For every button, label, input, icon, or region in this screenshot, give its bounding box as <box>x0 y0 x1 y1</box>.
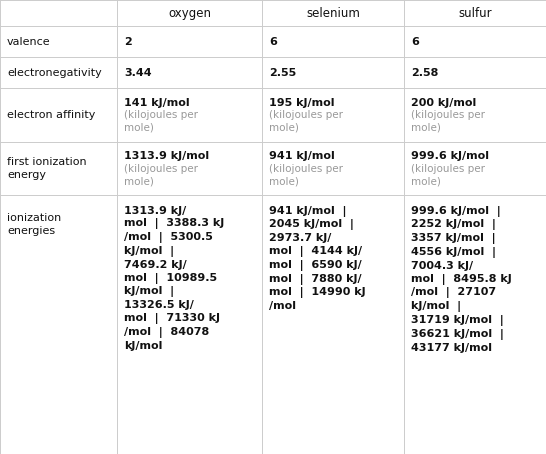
Text: (kilojoules per
mole): (kilojoules per mole) <box>124 110 199 133</box>
Text: (kilojoules per
mole): (kilojoules per mole) <box>411 110 485 133</box>
Text: (kilojoules per
mole): (kilojoules per mole) <box>269 110 343 133</box>
Text: 941 kJ/mol: 941 kJ/mol <box>269 151 335 161</box>
Text: 1313.9 kJ/
mol  |  3388.3 kJ
/mol  |  5300.5
kJ/mol  |
7469.2 kJ/
mol  |  10989.: 1313.9 kJ/ mol | 3388.3 kJ /mol | 5300.5… <box>124 206 225 350</box>
Text: sulfur: sulfur <box>458 7 492 20</box>
Text: electron affinity: electron affinity <box>7 110 96 120</box>
Text: electronegativity: electronegativity <box>7 68 102 78</box>
Text: 195 kJ/mol: 195 kJ/mol <box>269 98 335 108</box>
Text: 1313.9 kJ/mol: 1313.9 kJ/mol <box>124 151 210 161</box>
Text: 999.6 kJ/mol  |
2252 kJ/mol  |
3357 kJ/mol  |
4556 kJ/mol  |
7004.3 kJ/
mol  |  : 999.6 kJ/mol | 2252 kJ/mol | 3357 kJ/mol… <box>411 206 512 353</box>
Text: 2.58: 2.58 <box>411 68 438 78</box>
Text: (kilojoules per
mole): (kilojoules per mole) <box>411 163 485 186</box>
Text: valence: valence <box>7 37 51 47</box>
Text: 2: 2 <box>124 37 132 47</box>
Text: 941 kJ/mol  |
2045 kJ/mol  |
2973.7 kJ/
mol  |  4144 kJ/
mol  |  6590 kJ/
mol  |: 941 kJ/mol | 2045 kJ/mol | 2973.7 kJ/ mo… <box>269 206 366 311</box>
Text: 6: 6 <box>269 37 277 47</box>
Text: (kilojoules per
mole): (kilojoules per mole) <box>269 163 343 186</box>
Text: 200 kJ/mol: 200 kJ/mol <box>411 98 477 108</box>
Text: ionization
energies: ionization energies <box>7 213 61 236</box>
Text: 2.55: 2.55 <box>269 68 296 78</box>
Text: 141 kJ/mol: 141 kJ/mol <box>124 98 190 108</box>
Text: 3.44: 3.44 <box>124 68 152 78</box>
Text: first ionization
energy: first ionization energy <box>7 157 87 180</box>
Text: 999.6 kJ/mol: 999.6 kJ/mol <box>411 151 489 161</box>
Text: selenium: selenium <box>306 7 360 20</box>
Text: 6: 6 <box>411 37 419 47</box>
Text: (kilojoules per
mole): (kilojoules per mole) <box>124 163 199 186</box>
Text: oxygen: oxygen <box>168 7 211 20</box>
